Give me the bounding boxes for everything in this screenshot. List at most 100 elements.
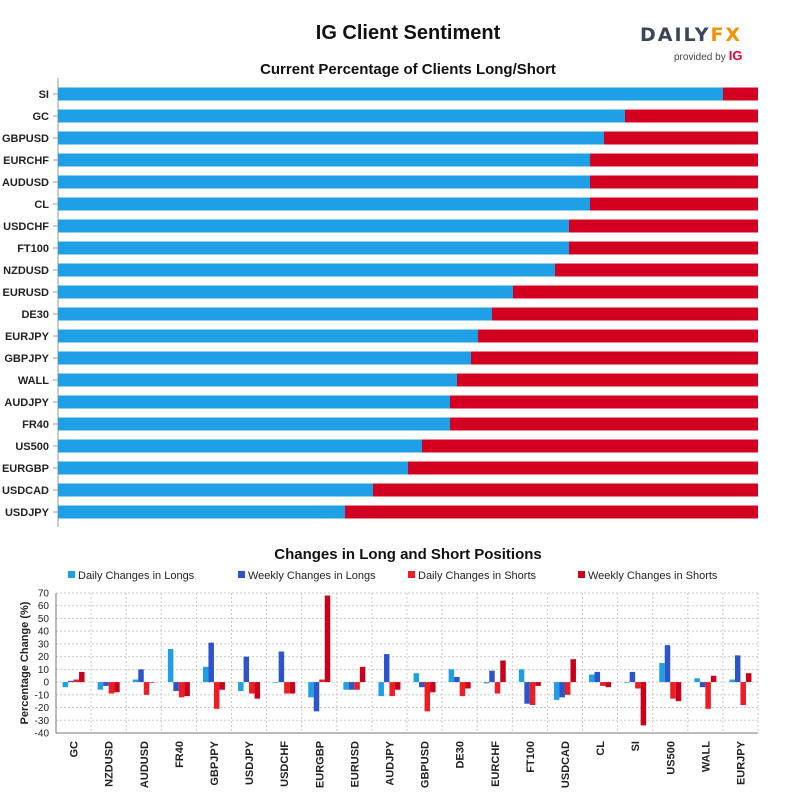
short-bar <box>569 219 758 233</box>
short-bar <box>625 109 758 123</box>
long-bar <box>58 241 569 255</box>
category-label: GBPJPY <box>4 353 49 365</box>
long-bar <box>58 307 492 321</box>
x-category-label: DE30 <box>455 741 467 769</box>
change-bar <box>459 682 466 697</box>
short-bar <box>450 417 758 431</box>
long-bar <box>58 153 590 167</box>
x-category-label: EURCHF <box>490 741 502 787</box>
change-bar <box>553 682 560 700</box>
change-bar <box>518 669 525 683</box>
change-bar <box>494 682 501 694</box>
change-bar <box>640 682 647 726</box>
change-bar <box>73 679 80 683</box>
long-bar <box>58 131 604 145</box>
changes-legend: Daily Changes in Longs Weekly Changes in … <box>68 570 718 582</box>
y-tick-label: -10 <box>35 690 50 701</box>
change-bar <box>675 682 682 702</box>
legend-daily-longs: Daily Changes in Longs <box>78 570 195 582</box>
x-category-label: AUDUSD <box>139 741 151 788</box>
change-bar <box>489 670 495 683</box>
change-bar <box>278 651 285 683</box>
y-tick-label: 10 <box>38 665 50 676</box>
short-bar <box>590 153 758 167</box>
short-bar <box>590 197 758 211</box>
short-bar <box>471 351 758 365</box>
long-bar <box>58 351 471 365</box>
change-bar <box>324 595 331 683</box>
legend-weekly-shorts: Weekly Changes in Shorts <box>588 570 718 582</box>
y-tick-label: 0 <box>43 678 49 689</box>
change-bar <box>448 669 455 683</box>
short-bar <box>492 307 758 321</box>
long-bar <box>58 87 723 101</box>
change-bar <box>483 682 490 684</box>
change-bar <box>308 682 314 698</box>
logo-sub-text: provided by <box>674 52 726 63</box>
change-bar <box>202 666 209 683</box>
y-axis-label: Percentage Change (%) <box>19 601 31 724</box>
change-bar <box>243 656 250 683</box>
change-bar <box>79 671 85 683</box>
category-label: WALL <box>18 375 49 387</box>
page-title: IG Client Sentiment <box>315 22 501 44</box>
category-label: EURCHF <box>3 155 49 167</box>
x-category-label: AUDJPY <box>384 740 396 785</box>
category-label: DE30 <box>21 309 49 321</box>
change-bar <box>465 682 471 689</box>
change-bar <box>529 682 536 705</box>
short-bar <box>373 483 758 497</box>
change-bar <box>624 682 630 683</box>
change-bar <box>343 682 349 690</box>
x-category-label: USDJPY <box>244 740 256 785</box>
short-bar <box>555 263 758 277</box>
change-bar <box>745 673 752 683</box>
x-category-label: US500 <box>665 741 677 775</box>
short-bar <box>569 241 758 255</box>
change-bar <box>734 655 741 683</box>
long-bar <box>58 417 450 431</box>
short-bar <box>513 285 758 299</box>
legend-weekly-longs: Weekly Changes in Longs <box>248 570 376 582</box>
change-bar <box>208 642 214 683</box>
change-bar <box>605 682 612 688</box>
logo-text-fx: FX <box>710 24 743 46</box>
change-bar <box>659 663 665 683</box>
long-bar <box>58 373 457 387</box>
long-bar <box>58 505 345 519</box>
long-bar <box>58 461 408 475</box>
change-bar <box>254 682 261 699</box>
change-bar <box>132 679 139 683</box>
category-label: GBPUSD <box>2 133 49 145</box>
long-bar <box>58 175 590 189</box>
y-tick-label: 40 <box>38 627 50 638</box>
change-bar <box>710 675 717 683</box>
change-bar <box>535 682 541 686</box>
ig-logo-text: IG <box>728 48 743 63</box>
x-category-label: EURJPY <box>735 740 747 785</box>
category-label: AUDUSD <box>2 177 49 189</box>
change-bar <box>629 671 636 683</box>
y-tick-label: -20 <box>35 703 50 714</box>
change-bar <box>454 677 460 683</box>
category-label: EURUSD <box>3 287 50 299</box>
change-bar <box>500 660 506 683</box>
x-category-label: EURUSD <box>349 741 361 788</box>
change-bar <box>635 682 641 689</box>
change-bar <box>348 682 355 690</box>
change-bar <box>219 682 225 690</box>
long-bar <box>58 109 625 123</box>
x-category-label: GBPUSD <box>420 741 432 788</box>
y-tick-label: 20 <box>38 652 50 663</box>
change-bar <box>97 682 104 690</box>
change-bar <box>378 682 384 697</box>
long-bar <box>58 483 373 497</box>
y-tick-label: 50 <box>38 614 50 625</box>
category-label: EURJPY <box>5 331 50 343</box>
long-bar <box>58 219 569 233</box>
change-bar <box>430 682 436 693</box>
long-short-chart-title: Current Percentage of Clients Long/Short <box>260 61 556 78</box>
change-bar <box>359 666 366 683</box>
short-bar <box>345 505 758 519</box>
